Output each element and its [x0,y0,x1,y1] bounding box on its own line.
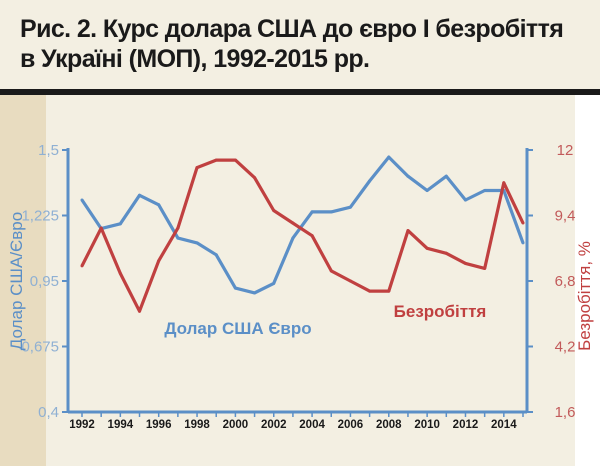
usd-eur-point [368,179,372,183]
x-tick-label: 2010 [414,419,440,431]
left-tick-label: 0,675 [21,339,59,356]
usd-eur-point [176,236,180,240]
unemployment-point [99,226,103,230]
unemployment-point [138,309,142,313]
usd-eur-point [387,155,391,159]
labels-group: Долар США/Євро Безробіття, % Долар США Євр… [7,212,594,351]
unemployment-annotation: Безробіття [394,302,487,321]
x-tick-label: 2006 [338,419,364,431]
left-tick-label: 0,95 [30,273,59,290]
unemployment-point [195,166,199,170]
usd-eur-point [80,198,84,202]
left-side-band [0,95,46,466]
unemployment-point [348,279,352,283]
right-axis-title: Безробіття, % [575,241,594,351]
usd-eur-point [444,174,448,178]
usd-eur-point [329,210,333,214]
usd-eur-point [214,253,218,257]
unemployment-point [272,208,276,212]
usd-eur-point [195,241,199,245]
right-tick-label: 6,8 [555,273,576,290]
x-tick-label: 2004 [299,419,325,431]
unemployment-point [157,259,161,263]
x-tick-label: 2002 [261,419,287,431]
x-tick-label: 2014 [491,419,517,431]
unemployment-point [118,271,122,275]
unemployment-point [406,229,410,233]
right-tick-label: 12 [557,142,574,159]
usd-eur-point [425,188,429,192]
unemployment-point [521,221,525,225]
unemployment-point [444,251,448,255]
usd-eur-point [157,203,161,207]
unemployment-point [368,289,372,293]
unemployment-point [329,269,333,273]
usd-eur-point [138,193,142,197]
unemployment-point [502,181,506,185]
unemployment-point [291,221,295,225]
unemployment-point [310,234,314,238]
title-band [0,0,600,88]
x-tick-label: 1998 [184,419,210,431]
unemployment-point [80,264,84,268]
usd-eur-line [80,155,525,295]
chart-title: Рис. 2. Курс долара США до євро І безроб… [20,14,595,74]
usd-eur-point [406,174,410,178]
title-rule [0,89,600,95]
usd-eur-annotation: Долар США Євро [164,319,311,338]
x-tick-label: 1996 [146,419,172,431]
unemployment-point [214,158,218,162]
unemployment-point [463,261,467,265]
x-tick-label: 2008 [376,419,402,431]
unemployment-point [176,226,180,230]
right-side-band [575,95,600,466]
right-tick-label: 4,2 [555,339,576,356]
x-tick-label: 1994 [108,419,134,431]
left-tick-label: 1,5 [38,142,59,159]
unemployment-point [425,246,429,250]
right-tick-label: 9,4 [555,208,576,225]
usd-eur-point [521,241,525,245]
usd-eur-point [272,281,276,285]
unemployment-point [387,289,391,293]
usd-eur-point [310,210,314,214]
x-tick-label: 2000 [223,419,249,431]
x-tick-label: 1992 [69,419,95,431]
usd-eur-point [233,286,237,290]
unemployment-point [253,176,257,180]
unemployment-point [483,266,487,270]
chart-title-line1: Рис. 2. Курс долара США до євро І безроб… [20,15,564,43]
left-axis-title: Долар США/Євро [7,212,26,350]
left-tick-label: 0,4 [38,404,59,421]
right-tick-label: 1,6 [555,404,576,421]
left-tick-label: 1,225 [21,208,59,225]
axes-group: 1,5 1,225 0,95 0,675 0,4 12 9,4 6,8 4,2 1,6 1992 19… [21,142,575,431]
usd-eur-point [118,222,122,226]
chart-title-line2: в Україні (МОП), 1992-2015 рр. [20,45,370,73]
usd-eur-point [291,236,295,240]
usd-eur-point [483,188,487,192]
usd-eur-point [463,198,467,202]
x-tick-label: 2012 [453,419,479,431]
unemployment-line [80,158,525,313]
series-group [80,155,525,313]
usd-eur-point [348,205,352,209]
unemployment-point [233,158,237,162]
usd-eur-point [253,291,257,295]
